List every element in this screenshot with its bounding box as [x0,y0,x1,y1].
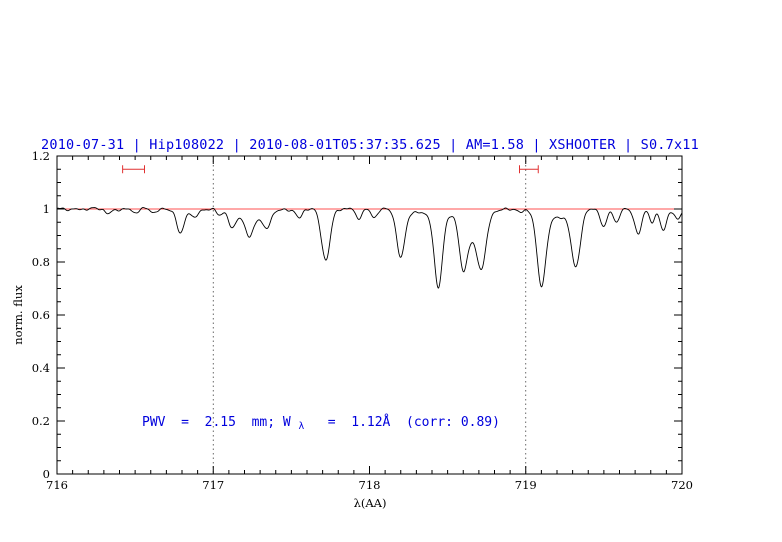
x-tick-label: 719 [515,478,537,492]
y-tick-label: 0.6 [32,308,50,322]
pwv-annotation-sub: λ [299,421,305,432]
y-axis-label: norm. flux [11,285,25,345]
y-tick-label: 0.4 [32,361,50,375]
x-tick-label: 716 [46,478,68,492]
pwv-annotation-part1: PWV = 2.15 mm; W [142,415,291,430]
x-tick-label: 717 [202,478,224,492]
pwv-annotation-part2: = 1.12Å (corr: 0.89) [312,414,500,430]
range-marker [122,165,145,174]
plot-title: 2010-07-31 | Hip108022 | 2010-08-01T05:3… [41,137,699,153]
x-tick-label: 720 [671,478,693,492]
x-axis-label: λ(AA) [354,496,387,510]
pwv-annotation: PWV = 2.15 mm; W λ = 1.12Å (corr: 0.89) [142,414,500,433]
y-tick-label: 1.2 [32,149,50,163]
y-tick-label: 1 [43,202,50,216]
axis-tick-labels: 716 717 718 719 720 0 0.2 0.4 0.6 0.8 1 1.2 [32,149,693,492]
range-marker [519,165,539,174]
x-tick-label: 718 [359,478,381,492]
spectrum-line [56,207,683,289]
axis-ticks [56,155,683,475]
y-tick-label: 0 [43,467,50,481]
y-tick-label: 0.2 [32,414,50,428]
y-tick-label: 0.8 [32,255,50,269]
